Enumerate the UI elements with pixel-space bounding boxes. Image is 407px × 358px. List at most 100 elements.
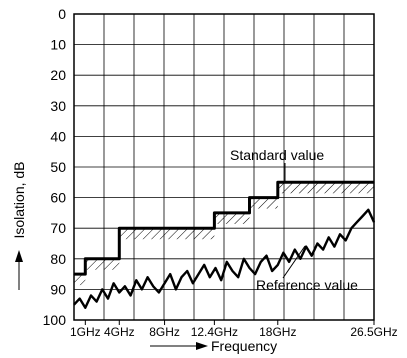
reference-value-point xyxy=(316,242,318,245)
y-tick-label: 90 xyxy=(50,281,66,297)
standard-value-point xyxy=(118,227,120,229)
x-tick-label: 12.4GHz xyxy=(191,325,238,339)
y-tick-label: 10 xyxy=(50,37,66,53)
reference-value-point xyxy=(192,282,194,284)
reference-value-point xyxy=(294,249,296,251)
tolerance-hatch xyxy=(249,197,278,209)
y-tick-label: 60 xyxy=(50,190,66,206)
tolerance-hatch xyxy=(277,182,374,194)
tolerance-hatch xyxy=(74,274,86,286)
standard-value-line xyxy=(74,180,374,276)
reference-value-point xyxy=(180,276,183,278)
standard-value-point xyxy=(277,181,279,183)
y-axis: 0 10 20 30 40 50 60 70 80 90 100 xyxy=(43,6,67,328)
standard-value-point xyxy=(277,197,279,199)
reference-value-point xyxy=(163,282,166,284)
x-tick-label: 26.5GHz xyxy=(350,325,397,339)
tolerance-hatch xyxy=(119,228,215,240)
reference-value-point xyxy=(231,270,234,272)
standard-value-point xyxy=(213,212,215,214)
standard-value-point xyxy=(118,258,120,260)
reference-value-point xyxy=(175,288,177,290)
x-axis-arrow xyxy=(150,342,208,350)
reference-value-point xyxy=(84,307,86,309)
reference-value-point xyxy=(260,261,262,263)
tolerance-hatch xyxy=(214,212,250,224)
x-axis: 1GHz 4GHz 8GHz 12.4GHz 18GHz 26.5GHz xyxy=(70,320,398,339)
reference-value-point xyxy=(209,276,211,278)
reference-value-point xyxy=(271,270,273,272)
tolerance-hatch xyxy=(85,258,120,270)
reference-value-point xyxy=(362,215,364,217)
standard-value-point xyxy=(84,258,86,260)
reference-value-point xyxy=(299,258,302,260)
reference-value-point xyxy=(265,255,268,257)
reference-value-point xyxy=(186,270,188,272)
reference-value-point xyxy=(356,221,358,223)
reference-value-point xyxy=(124,285,126,287)
reference-value-point xyxy=(328,236,330,238)
x-tick-label: 1GHz xyxy=(70,325,101,339)
reference-value-point xyxy=(107,297,109,300)
reference-value-point xyxy=(237,276,239,278)
reference-value-point xyxy=(345,239,347,242)
y-axis-title: Isolation, dB xyxy=(11,161,27,238)
reference-value-point xyxy=(197,273,200,275)
reference-value-point xyxy=(101,288,103,290)
reference-value-point xyxy=(243,258,245,260)
reference-value-point xyxy=(367,209,369,211)
reference-value-point xyxy=(96,301,98,303)
y-tick-label: 80 xyxy=(50,251,66,267)
y-tick-label: 70 xyxy=(50,220,66,236)
reference-value-point xyxy=(254,273,256,275)
reference-value-point xyxy=(79,297,81,300)
reference-value-point xyxy=(118,291,120,294)
reference-value-point xyxy=(248,267,251,269)
reference-value-point xyxy=(311,255,313,257)
tolerance-hatching xyxy=(74,182,374,286)
reference-value-point xyxy=(90,294,92,297)
standard-value-point xyxy=(248,197,251,199)
reference-value-point xyxy=(350,227,352,229)
reference-value-point xyxy=(169,273,171,275)
y-tick-label: 40 xyxy=(50,128,66,144)
y-tick-label: 0 xyxy=(58,6,66,22)
reference-value-point xyxy=(214,267,217,269)
reference-value-leader xyxy=(282,245,306,279)
standard-value-point xyxy=(213,227,215,229)
x-tick-label: 4GHz xyxy=(104,325,135,339)
y-tick-label: 20 xyxy=(50,67,66,83)
standard-value-annotation: Standard value xyxy=(230,147,324,163)
y-tick-label: 100 xyxy=(43,312,67,328)
reference-value-point xyxy=(305,245,307,248)
x-axis-title: Frequency xyxy=(211,338,277,354)
reference-value-point xyxy=(226,261,228,263)
reference-value-point xyxy=(277,264,279,266)
standard-value-point xyxy=(84,273,86,275)
reference-value-point xyxy=(152,285,154,287)
reference-value-annotation: Reference value xyxy=(256,277,358,293)
reference-value-point xyxy=(135,279,137,281)
reference-value-point xyxy=(282,252,285,254)
standard-value-point xyxy=(248,212,251,214)
y-tick-label: 50 xyxy=(50,159,66,175)
reference-value-point xyxy=(333,245,335,248)
reference-value-point xyxy=(203,264,205,266)
series-layer xyxy=(73,180,376,309)
reference-value-point xyxy=(220,279,222,281)
reference-value-point xyxy=(130,294,132,297)
reference-value-line xyxy=(73,208,376,309)
reference-value-point xyxy=(146,276,149,278)
x-tick-label: 18GHz xyxy=(259,325,296,339)
reference-value-point xyxy=(141,288,143,290)
reference-value-point xyxy=(288,261,290,263)
y-tick-label: 30 xyxy=(50,98,66,114)
reference-value-point xyxy=(339,233,341,235)
x-tick-label: 8GHz xyxy=(149,325,180,339)
reference-value-point xyxy=(113,282,115,284)
reference-value-point xyxy=(158,291,160,294)
reference-value-point xyxy=(322,249,324,251)
y-axis-arrow xyxy=(15,250,23,290)
plot-frame xyxy=(73,13,375,321)
